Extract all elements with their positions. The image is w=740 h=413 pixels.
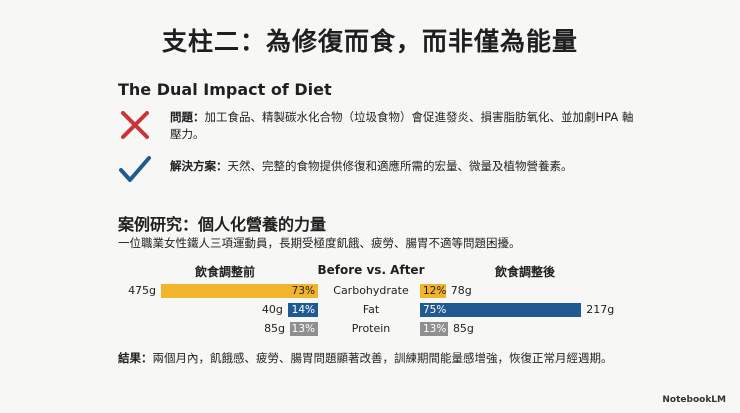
after-grams-carbohydrate: 78g [450, 284, 472, 297]
after-grams-fat: 217g [586, 303, 615, 316]
solution-text: 解決方案：天然、完整的食物提供修復和適應所需的宏量、微量及植物營養素。 [170, 158, 573, 175]
dual-impact-heading: The Dual Impact of Diet [118, 80, 332, 99]
category-label-fat: Fat [362, 303, 380, 316]
red-x-icon [121, 111, 149, 139]
after-grams-protein: 85g [452, 322, 474, 335]
before-grams-fat: 40g [261, 303, 283, 316]
problem-body: 加工食品、精製碳水化合物（垃圾食物）會促進發炎、損害脂肪氧化、並加劇HPA 軸壓… [170, 110, 634, 141]
problem-text: 問題：加工食品、精製碳水化合物（垃圾食物）會促進發炎、損害脂肪氧化、並加劇HPA… [170, 109, 638, 143]
solution-body: 天然、完整的食物提供修復和適應所需的宏量、微量及植物營養素。 [227, 159, 573, 173]
before-bar-carbohydrate: 73% [161, 284, 318, 298]
before-column-header: 飲食調整前 [194, 265, 255, 279]
after-column-header: 飲食調整後 [494, 265, 555, 279]
after-bar-carbohydrate: 12% [420, 284, 446, 298]
notebooklm-logo: NotebookLM [662, 395, 726, 405]
category-label-protein: Protein [351, 322, 391, 335]
before-bar-protein: 13% [290, 322, 318, 336]
solution-point: 解決方案：天然、完整的食物提供修復和適應所需的宏量、微量及植物營養素。 [118, 152, 638, 182]
case-study-heading: 案例研究：個人化營養的力量 [118, 215, 327, 234]
before-bar-fat: 14% [287, 303, 318, 317]
result-text: 結果：兩個月內，飢餓感、疲勞、腸胃問題顯著改善，訓練期間能量感增強，恢復正常月經… [118, 350, 613, 366]
before-grams-carbohydrate: 475g [128, 284, 157, 297]
category-label-carbohydrate: Carbohydrate [333, 284, 409, 297]
after-bar-fat: 75% [420, 303, 582, 317]
solution-lead: 解決方案： [170, 159, 228, 173]
result-body: 兩個月內，飢餓感、疲勞、腸胃問題顯著改善，訓練期間能量感增強，恢復正常月經週期。 [152, 351, 613, 365]
blue-checkmark-icon [119, 156, 151, 182]
slide-title: 支柱二：為修復而食，而非僅為能量 [161, 27, 578, 56]
before-grams-protein: 85g [264, 322, 286, 335]
comparison-header: Before vs. After [317, 263, 425, 277]
problem-point: 問題：加工食品、精製碳水化合物（垃圾食物）會促進發炎、損害脂肪氧化、並加劇HPA… [118, 108, 638, 148]
problem-lead: 問題： [170, 110, 205, 124]
after-bar-protein: 13% [420, 322, 448, 336]
result-lead: 結果： [118, 351, 153, 365]
case-study-description: 一位職業女性鐵人三項運動員，長期受極度飢餓、疲勞、腸胃不適等問題困擾。 [118, 236, 521, 250]
